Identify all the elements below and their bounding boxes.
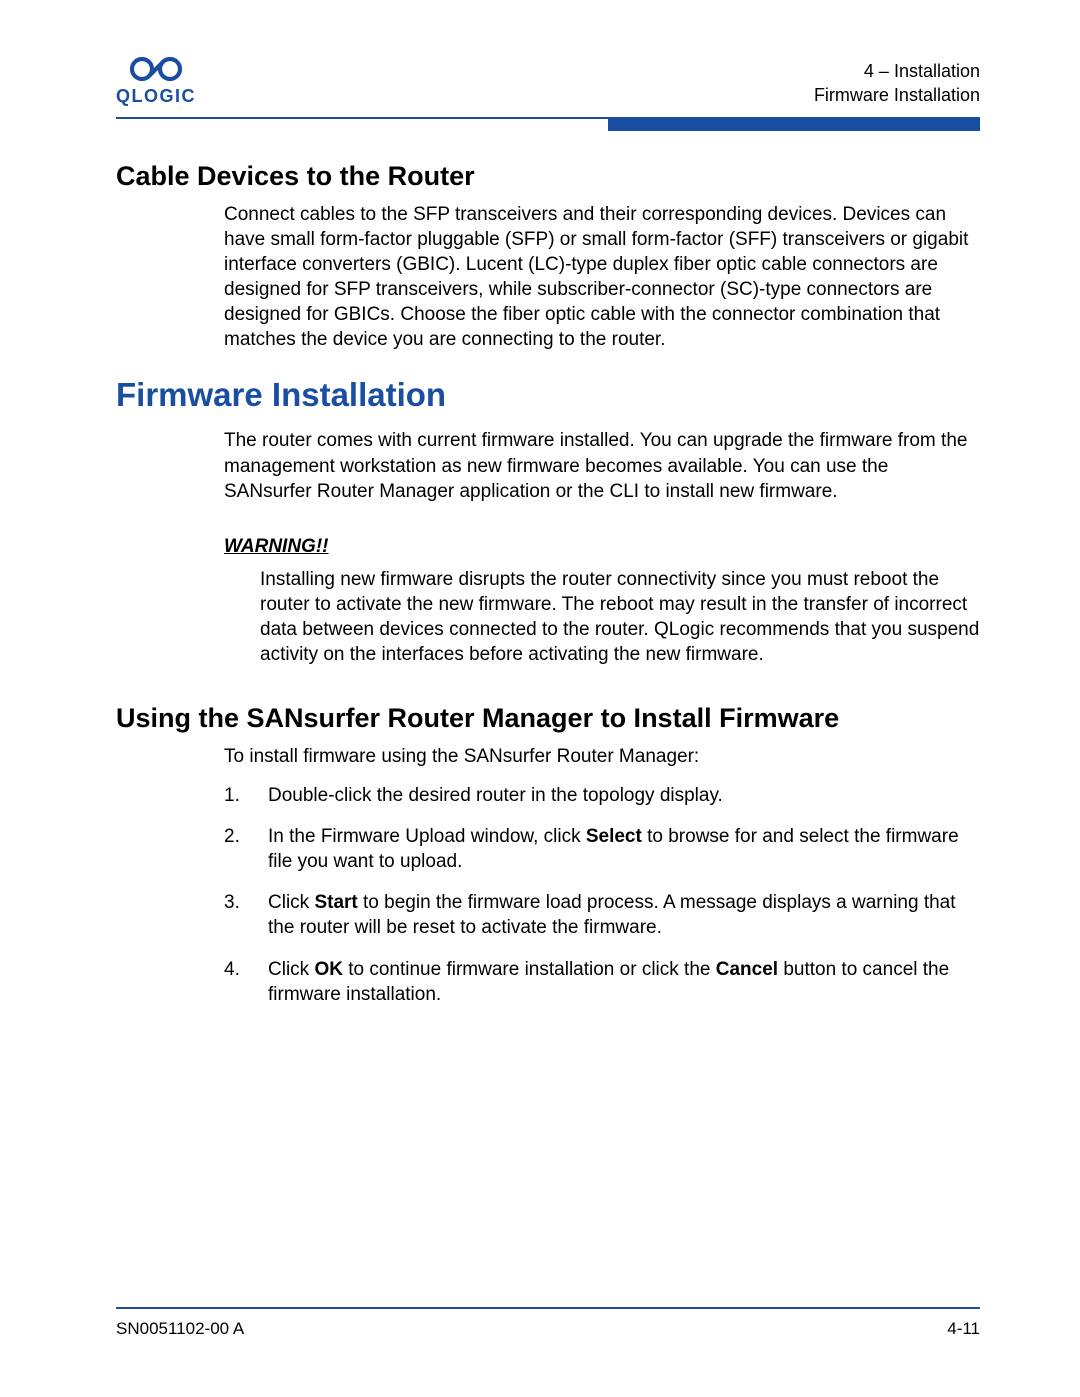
document-page: QLOGIC 4 – Installation Firmware Install…: [0, 0, 1080, 1397]
page-header: QLOGIC 4 – Installation Firmware Install…: [116, 54, 980, 113]
page-footer: SN0051102-00 A 4-11: [116, 1307, 980, 1339]
step-number: 3.: [224, 890, 268, 940]
warning-label: WARNING!!: [224, 534, 980, 559]
body-cable-devices: Connect cables to the SFP transceivers a…: [224, 202, 980, 352]
install-steps-list: 1. Double-click the desired router in th…: [224, 783, 980, 1007]
header-rule-thin: [116, 117, 608, 131]
body-sansurfer-install: To install firmware using the SANsurfer …: [224, 744, 980, 1007]
intro-sansurfer: To install firmware using the SANsurfer …: [224, 744, 980, 769]
list-item: 3. Click Start to begin the firmware loa…: [224, 890, 980, 940]
page-content: Cable Devices to the Router Connect cabl…: [116, 131, 980, 1007]
warning-block: WARNING!! Installing new firmware disrup…: [224, 534, 980, 667]
heading-cable-devices: Cable Devices to the Router: [116, 161, 980, 192]
step-number: 4.: [224, 957, 268, 1007]
step-number: 2.: [224, 824, 268, 874]
header-right: 4 – Installation Firmware Installation: [814, 60, 980, 113]
step-body: Click OK to continue firmware installati…: [268, 957, 980, 1007]
heading-firmware-installation: Firmware Installation: [116, 376, 980, 414]
document-id: SN0051102-00 A: [116, 1319, 244, 1339]
brand-logo: QLOGIC: [116, 54, 196, 113]
step-body: Click Start to begin the firmware load p…: [268, 890, 980, 940]
step-body: Double-click the desired router in the t…: [268, 783, 980, 808]
header-rule-thick: [608, 117, 980, 131]
heading-sansurfer-install: Using the SANsurfer Router Manager to In…: [116, 703, 980, 734]
list-item: 1. Double-click the desired router in th…: [224, 783, 980, 808]
page-number: 4-11: [947, 1319, 980, 1339]
list-item: 4. Click OK to continue firmware install…: [224, 957, 980, 1007]
section-reference: Firmware Installation: [814, 84, 980, 107]
header-rule: [116, 117, 980, 131]
qlogic-mark-icon: [121, 54, 191, 84]
chapter-reference: 4 – Installation: [814, 60, 980, 83]
warning-body: Installing new firmware disrupts the rou…: [260, 567, 980, 667]
footer-row: SN0051102-00 A 4-11: [116, 1319, 980, 1339]
footer-rule: [116, 1307, 980, 1309]
list-item: 2. In the Firmware Upload window, click …: [224, 824, 980, 874]
step-number: 1.: [224, 783, 268, 808]
step-body: In the Firmware Upload window, click Sel…: [268, 824, 980, 874]
brand-logo-text: QLOGIC: [116, 86, 196, 107]
body-firmware-installation: The router comes with current firmware i…: [224, 428, 980, 503]
